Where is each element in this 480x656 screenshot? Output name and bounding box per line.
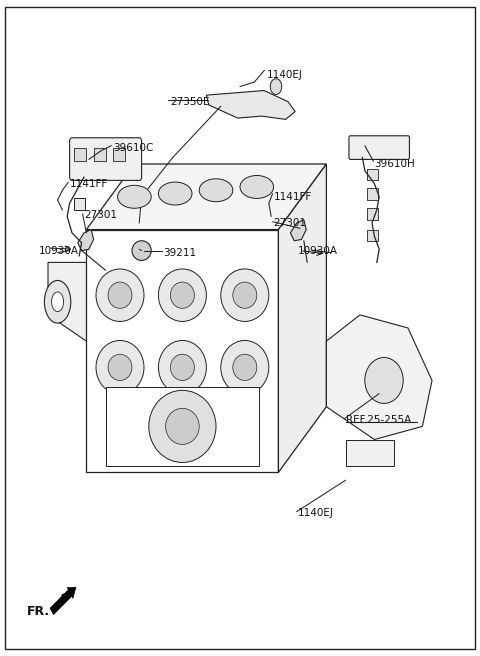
Ellipse shape — [170, 354, 194, 380]
Text: 1141FF: 1141FF — [274, 192, 312, 202]
Ellipse shape — [132, 241, 151, 260]
Ellipse shape — [51, 292, 63, 312]
Bar — [367, 188, 378, 200]
Bar — [94, 148, 106, 161]
Text: 27301: 27301 — [84, 210, 117, 220]
Text: 10930A: 10930A — [38, 245, 78, 256]
Polygon shape — [326, 315, 432, 440]
Text: 27350E: 27350E — [170, 96, 210, 107]
Bar — [106, 387, 259, 466]
Ellipse shape — [108, 354, 132, 380]
Ellipse shape — [96, 340, 144, 394]
Text: 10930A: 10930A — [298, 245, 337, 256]
Text: FR.: FR. — [26, 605, 49, 618]
Text: REF.25-255A: REF.25-255A — [346, 415, 411, 425]
Text: 1140EJ: 1140EJ — [266, 70, 302, 81]
Bar — [113, 148, 125, 161]
Bar — [367, 208, 378, 220]
Bar — [74, 148, 86, 161]
Polygon shape — [278, 164, 326, 472]
FancyArrow shape — [50, 587, 76, 615]
Text: 39211: 39211 — [163, 247, 196, 258]
Ellipse shape — [158, 182, 192, 205]
Ellipse shape — [118, 185, 151, 208]
Bar — [74, 198, 85, 210]
Ellipse shape — [158, 340, 206, 394]
Bar — [367, 230, 378, 241]
FancyBboxPatch shape — [70, 138, 142, 180]
Ellipse shape — [221, 340, 269, 394]
Ellipse shape — [233, 282, 257, 308]
Polygon shape — [346, 440, 394, 466]
Ellipse shape — [44, 281, 71, 323]
Ellipse shape — [108, 282, 132, 308]
Text: 39610H: 39610H — [374, 159, 415, 169]
FancyBboxPatch shape — [349, 136, 409, 159]
Text: 27301: 27301 — [274, 218, 307, 228]
Polygon shape — [86, 164, 326, 230]
Polygon shape — [78, 230, 94, 251]
Text: 1140EJ: 1140EJ — [298, 508, 334, 518]
Bar — [367, 169, 378, 180]
Ellipse shape — [166, 408, 199, 445]
Text: 39610C: 39610C — [113, 142, 153, 153]
Ellipse shape — [365, 358, 403, 403]
Text: 1141FF: 1141FF — [70, 178, 108, 189]
Ellipse shape — [158, 269, 206, 321]
Ellipse shape — [221, 269, 269, 321]
Polygon shape — [86, 230, 278, 472]
Polygon shape — [206, 91, 295, 119]
Polygon shape — [290, 220, 306, 241]
Ellipse shape — [240, 175, 274, 198]
Ellipse shape — [149, 390, 216, 462]
Circle shape — [270, 79, 282, 94]
Ellipse shape — [170, 282, 194, 308]
Ellipse shape — [233, 354, 257, 380]
Polygon shape — [48, 262, 86, 341]
Ellipse shape — [199, 178, 233, 202]
Ellipse shape — [96, 269, 144, 321]
